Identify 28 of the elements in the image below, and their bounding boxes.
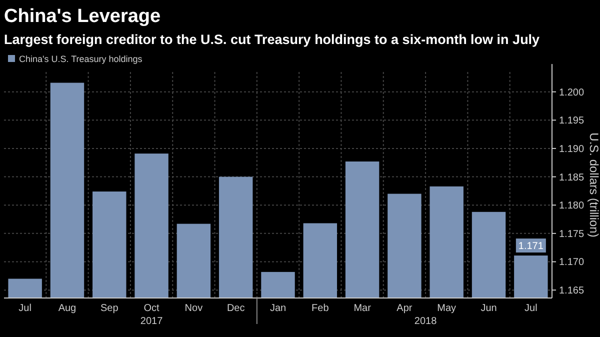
x-tick-label: Sep (100, 303, 119, 314)
x-tick-label: Aug (58, 303, 76, 314)
text: 2018 (414, 316, 438, 327)
x-tick-label: Dec (226, 303, 245, 314)
legend-label: China's U.S. Treasury holdings (19, 54, 143, 64)
y-tick-label: 1.180 (559, 200, 584, 212)
x-tick-label: Nov (184, 303, 203, 314)
y-tick-label: 1.185 (559, 172, 584, 184)
x-tick-label: Feb (312, 303, 330, 314)
text: 2017 (140, 316, 164, 327)
data-label: 1.171 (518, 241, 544, 252)
x-tick-label: Jan (270, 303, 286, 314)
x-tick-label: Jun (480, 303, 497, 314)
y-tick-label: 1.200 (559, 87, 584, 98)
y-tick-label: 1.165 (559, 286, 584, 297)
x-tick-label: May (437, 303, 456, 314)
chart-subtitle: Largest foreign creditor to the U.S. cut Treasury holdings to a six-month low in July (4, 32, 540, 47)
x-tick-label: Mar (354, 303, 372, 314)
y-tick-label: 1.190 (559, 144, 584, 155)
y-tick-label: 1.170 (559, 257, 584, 268)
y-tick-label: 1.195 (559, 116, 584, 127)
y-axis-title: U.S. dollars (trillion) (587, 132, 600, 238)
y-tick-label: 1.175 (559, 228, 584, 240)
chart-title: China's Leverage (4, 6, 161, 27)
x-tick-label: Apr (396, 303, 413, 314)
x-tick-label: Jul (524, 303, 538, 314)
x-tick-label: Oct (144, 303, 160, 314)
x-tick-label: Jul (18, 303, 32, 314)
